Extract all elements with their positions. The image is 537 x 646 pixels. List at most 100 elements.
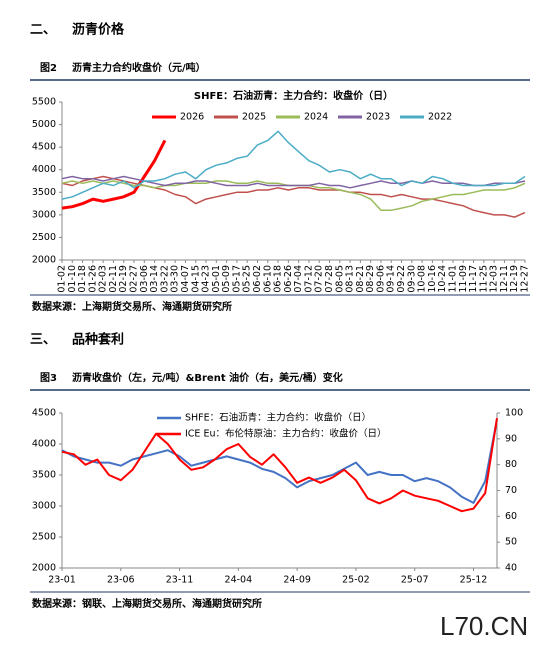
y2-tick-label: 70: [505, 485, 517, 496]
y-tick-label: 4000: [32, 164, 56, 175]
x-tick-label: 01-10: [67, 265, 78, 293]
x-tick-label: 24-04: [225, 575, 253, 586]
x-tick-label: 03-22: [159, 265, 170, 293]
series-line: [61, 139, 167, 210]
y-tick-label: 2000: [32, 563, 56, 574]
series-line: [61, 418, 498, 513]
figure-number: 图2: [40, 62, 57, 74]
x-tick-label: 08-21: [355, 265, 366, 293]
figure-title: 沥青收盘价（左，元/吨）&Brent 油价（右，美元/桶）变化: [72, 371, 343, 384]
x-tick-label: 23-01: [48, 575, 76, 586]
y2-tick-label: 100: [505, 408, 523, 419]
x-tick-label: 01-02: [57, 265, 68, 293]
source: 数据来源：上海期货交易所、海通期货研究所: [32, 300, 232, 313]
x-tick-label: 05-25: [242, 265, 253, 293]
x-tick-label: 09-22: [396, 265, 407, 293]
x-tick-label: 04-15: [190, 265, 201, 293]
y2-tick-label: 80: [505, 459, 517, 470]
y-tick-label: 3000: [32, 209, 56, 220]
x-tick-label: 01-18: [77, 265, 88, 293]
y2-tick-label: 50: [505, 537, 517, 548]
x-tick-label: 04-07: [180, 265, 191, 293]
x-tick-label: 12-27: [520, 265, 531, 293]
y-tick-label: 3500: [32, 470, 56, 481]
y-tick-label: 5000: [32, 119, 56, 130]
x-tick-label: 25-07: [401, 575, 429, 586]
x-tick-label: 09-14: [386, 265, 397, 293]
x-tick-label: 04-23: [201, 265, 212, 293]
x-tick-label: 07-12: [303, 265, 314, 293]
legend-label: 2022: [428, 112, 452, 123]
y2-tick-label: 60: [505, 511, 517, 522]
x-tick-label: 02-19: [118, 265, 129, 293]
x-tick-label: 06-26: [283, 265, 294, 293]
x-tick-label: 08-29: [365, 265, 376, 293]
series-line: [61, 175, 526, 189]
x-tick-label: 25-02: [342, 575, 370, 586]
section-title: 沥青价格: [72, 22, 125, 38]
y2-tick-label: 90: [505, 433, 517, 444]
y-tick-label: 3000: [32, 501, 56, 512]
x-tick-label: 06-18: [273, 265, 284, 293]
x-tick-label: 06-02: [252, 265, 263, 293]
x-tick-label: 03-06: [139, 265, 150, 293]
y2-tick-label: 40: [505, 563, 517, 574]
section-number: 二、: [30, 23, 56, 38]
legend-label: ICE Eu：布伦特原油：主力合约：收盘价（日）: [185, 428, 386, 440]
x-tick-label: 02-03: [98, 265, 109, 293]
x-tick-label: 07-20: [314, 265, 325, 293]
x-tick-label: 07-04: [293, 265, 304, 293]
x-tick-label: 08-13: [345, 265, 356, 293]
legend-label: 2024: [304, 112, 328, 123]
section-number: 三、: [30, 333, 56, 348]
x-tick-label: 11-09: [458, 265, 469, 293]
y-tick-label: 5500: [32, 97, 56, 108]
chart-title: SHFE：石油沥青：主力合约：收盘价（日）: [194, 89, 393, 102]
x-tick-label: 09-06: [375, 265, 386, 293]
x-tick-label: 10-16: [427, 265, 438, 293]
source: 数据来源：钢联、上海期货交易所、海通期货研究所: [32, 597, 262, 610]
y-tick-label: 2500: [32, 532, 56, 543]
series-line: [61, 419, 498, 504]
x-tick-label: 12-19: [509, 265, 520, 293]
x-tick-label: 05-01: [211, 265, 222, 293]
x-tick-label: 05-09: [221, 265, 232, 293]
x-tick-label: 01-26: [87, 265, 98, 293]
section-title: 品种套利: [72, 332, 124, 348]
x-tick-label: 10-08: [417, 265, 428, 293]
series-line: [61, 130, 526, 200]
watermark: L70.CN: [440, 611, 528, 641]
x-tick-label: 06-10: [262, 265, 273, 293]
x-tick-label: 03-14: [149, 265, 160, 293]
y-tick-label: 4000: [32, 439, 56, 450]
legend-label: 2023: [366, 112, 390, 123]
legend-label: 2025: [242, 112, 266, 123]
x-tick-label: 11-01: [447, 265, 458, 293]
x-tick-label: 23-11: [166, 575, 194, 586]
x-tick-label: 12-11: [499, 265, 510, 293]
x-tick-label: 23-06: [107, 575, 135, 586]
x-tick-label: 11-17: [468, 265, 479, 293]
x-tick-label: 10-24: [437, 265, 448, 293]
figure-title: 沥青主力合约收盘价（元/吨）: [72, 61, 206, 74]
x-tick-label: 05-17: [231, 265, 242, 293]
x-tick-label: 07-28: [324, 265, 335, 293]
figure-number: 图3: [40, 372, 57, 384]
y-tick-label: 4500: [32, 142, 56, 153]
y-tick-label: 4500: [32, 408, 56, 419]
x-tick-label: 02-27: [129, 265, 140, 293]
y-tick-label: 2500: [32, 232, 56, 243]
x-tick-label: 09-30: [406, 265, 417, 293]
legend-label: 2026: [180, 112, 204, 123]
x-tick-label: 25-12: [460, 575, 488, 586]
x-tick-label: 11-25: [478, 265, 489, 293]
legend-label: SHFE：石油沥青：主力合约：收盘价（日）: [185, 412, 371, 424]
x-tick-label: 24-09: [283, 575, 311, 586]
x-tick-label: 08-05: [334, 265, 345, 293]
y-tick-label: 2000: [32, 255, 56, 266]
x-tick-label: 02-11: [108, 265, 119, 293]
y-tick-label: 3500: [32, 187, 56, 198]
x-tick-label: 12-03: [489, 265, 500, 293]
x-tick-label: 03-30: [170, 265, 181, 293]
